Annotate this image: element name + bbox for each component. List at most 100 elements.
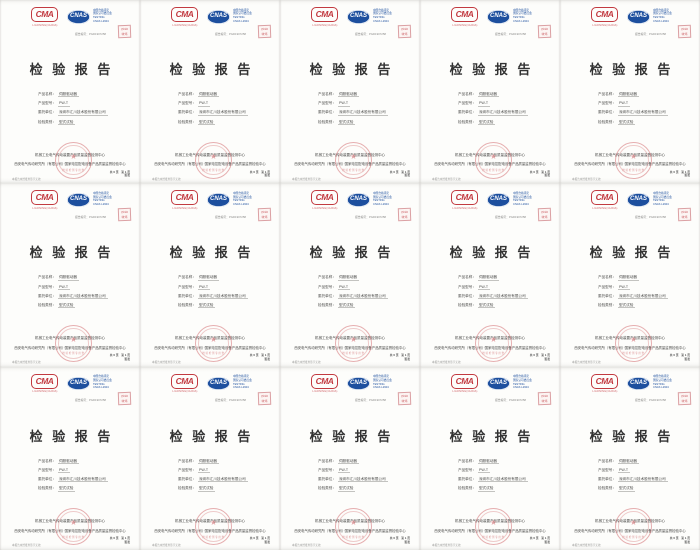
seal-caption: 检验检测专用章	[202, 352, 225, 356]
field-value: PW-T	[337, 467, 351, 474]
cnas-side-line: 中国合格评定	[93, 375, 110, 379]
page-note-right: 共 6 页 第 1 页 签发	[530, 536, 550, 545]
cnas-logo-icon: CNAS	[487, 193, 510, 207]
round-seal-inner-ring	[338, 511, 369, 542]
report-number: 报告编号：PGD1907258	[215, 398, 246, 403]
field-row-product-model: 产品型号： PW-T	[458, 467, 528, 474]
field-label: 委托单位：	[178, 477, 196, 482]
page-note-right: 共 6 页 第 1 页 签发	[529, 169, 550, 179]
cma-logo-icon: CMA	[171, 373, 198, 389]
field-row-client: 委托单位： 深圳市汇川技术股份有限公司	[458, 293, 528, 300]
report-fields: 产品名称： 伺服驱动器 产品型号： PW-T 委托单位： 深圳市汇川技术股份有限公司 …	[318, 458, 388, 497]
cnas-side-line: 中国合格评定	[653, 375, 670, 379]
field-row-product-model: 产品型号： PW-T	[458, 101, 528, 107]
field-label: 产品型号：	[178, 101, 196, 106]
field-label: 委托单位：	[318, 293, 336, 298]
report-number: 报告编号：PGD1907258	[635, 31, 666, 36]
cnas-side-line: CNAS L2904	[373, 202, 389, 206]
report-thumbnail[interactable]: CMA LIAONING(CHINA) CNAS 中国合格评定 国家认可委员会 …	[280, 0, 420, 184]
cnas-accreditation-text: 中国合格评定 国家认可委员会 TESTING CNAS L2904	[653, 192, 672, 207]
field-label: 委托单位：	[318, 110, 336, 115]
issue-note: 签发	[684, 540, 690, 545]
cma-logo-subtext: LIAONING(CHINA)	[592, 206, 618, 210]
report-thumbnail[interactable]: CMA LIAONING(CHINA) CNAS 中国合格评定 国家认可委员会 …	[140, 183, 280, 367]
report-thumbnail[interactable]: CMA LIAONING(CHINA) CNAS 中国合格评定 国家认可委员会 …	[0, 0, 140, 184]
report-title: 检 验 报 告	[589, 62, 674, 77]
field-label: 产品名称：	[38, 92, 56, 96]
cma-logo-subtext: LIAONING(CHINA)	[452, 206, 478, 210]
footer-institute-line-1: 机械工业电气传动装置产品质量监督检测中心	[595, 519, 665, 524]
report-thumbnail[interactable]: CMA LIAONING(CHINA) CNAS 中国合格评定 国家认可委员会 …	[140, 0, 280, 184]
report-thumbnail[interactable]: CMA LIAONING(CHINA) CNAS 中国合格评定 国家认可委员会 …	[0, 183, 140, 367]
footer-institute-line-2: 西安电气传动研究所（有限公司）·国家电控配电设备产品质量监督检验中心	[14, 529, 126, 534]
round-seal-icon: ★ 检验检测专用章	[335, 508, 372, 546]
footer-institute-line-1: 机械工业电气传动装置产品质量监督检测中心	[175, 519, 245, 524]
field-value: 伺服驱动器	[617, 92, 639, 98]
field-value: 伺服驱动器	[197, 458, 219, 465]
field-row-client: 委托单位： 深圳市汇川技术股份有限公司	[38, 293, 108, 300]
report-number: 报告编号：PGD1907258	[75, 31, 106, 36]
report-number: 报告编号：PGD1907258	[355, 31, 386, 36]
report-title: 检 验 报 告	[449, 62, 534, 77]
received-stamp-line: 收讫	[681, 31, 688, 37]
footer-institute-line-2: 西安电气传动研究所（有限公司）·国家电控配电设备产品质量监督检验中心	[434, 345, 546, 350]
field-value: 伺服驱动器	[617, 458, 639, 465]
cnas-side-line: 中国合格评定	[233, 375, 250, 379]
report-thumbnail[interactable]: CMA LIAONING(CHINA) CNAS 中国合格评定 国家认可委员会 …	[280, 183, 420, 367]
field-row-client: 委托单位： 深圳市汇川技术股份有限公司	[598, 293, 668, 300]
cma-logo-subtext: LIAONING(CHINA)	[172, 390, 198, 394]
field-label: 检验类别：	[178, 119, 196, 124]
cnas-side-line: 中国合格评定	[513, 8, 530, 12]
cnas-side-line: 国家认可委员会	[233, 378, 252, 382]
field-label: 产品型号：	[318, 284, 336, 289]
report-number: 报告编号：PGD1907258	[75, 398, 106, 403]
footer-institute-line-2: 西安电气传动研究所（有限公司）·国家电控配电设备产品质量监督检验中心	[434, 162, 546, 167]
page-note-left: 本报告未经批准签字无效	[432, 361, 461, 365]
seal-caption: 检验检测专用章	[482, 169, 505, 172]
report-thumbnail[interactable]: CMA LIAONING(CHINA) CNAS 中国合格评定 国家认可委员会 …	[0, 366, 140, 550]
field-value: PW-T	[477, 284, 491, 290]
received-stamp-line: 收讫	[121, 398, 128, 403]
report-thumbnail[interactable]: CMA LIAONING(CHINA) CNAS 中国合格评定 国家认可委员会 …	[420, 183, 560, 367]
report-thumbnail[interactable]: CMA LIAONING(CHINA) CNAS 中国合格评定 国家认可委员会 …	[560, 0, 700, 184]
field-value: 深圳市汇川技术股份有限公司	[197, 110, 248, 116]
field-row-test-type: 检验类别： 型式试验	[178, 302, 248, 309]
field-value: 伺服驱动器	[57, 458, 79, 465]
report-thumbnail[interactable]: CMA LIAONING(CHINA) CNAS 中国合格评定 国家认可委员会 …	[560, 366, 700, 550]
round-seal-icon: ★ 检验检测专用章	[615, 141, 652, 179]
report-thumbnail[interactable]: CMA LIAONING(CHINA) CNAS 中国合格评定 国家认可委员会 …	[560, 183, 700, 367]
field-row-product-model: 产品型号： PW-T	[178, 284, 248, 290]
round-seal-icon: ★ 检验检测专用章	[335, 141, 372, 179]
page-count-note: 共 6 页 第 1 页	[109, 536, 130, 541]
report-thumbnail[interactable]: CMA LIAONING(CHINA) CNAS 中国合格评定 国家认可委员会 …	[280, 366, 420, 550]
round-seal-icon: ★ 检验检测专用章	[475, 508, 512, 546]
round-seal-inner-ring	[478, 144, 509, 176]
field-row-test-type: 检验类别： 型式试验	[598, 302, 668, 309]
cma-logo-subtext: LIAONING(CHINA)	[312, 206, 338, 210]
cnas-accreditation-text: 中国合格评定 国家认可委员会 TESTING CNAS L2904	[513, 375, 532, 390]
field-row-product-model: 产品型号： PW-T	[458, 284, 528, 290]
round-seal-inner-ring	[618, 328, 649, 359]
report-thumbnail[interactable]: CMA LIAONING(CHINA) CNAS 中国合格评定 国家认可委员会 …	[140, 366, 280, 550]
field-value: 型式试验	[617, 302, 636, 309]
field-row-test-type: 检验类别： 型式试验	[38, 302, 108, 309]
seal-caption: 检验检测专用章	[62, 352, 85, 356]
field-row-client: 委托单位： 深圳市汇川技术股份有限公司	[598, 477, 668, 483]
page-note-right: 共 6 页 第 1 页 签发	[109, 536, 130, 545]
cnas-logo-icon: CNAS	[207, 376, 230, 391]
cnas-side-line: CNAS L2904	[233, 386, 249, 390]
cma-logo-icon: CMA	[451, 7, 478, 22]
footer-institute-line-2: 西安电气传动研究所（有限公司）·国家电控配电设备产品质量监督检验中心	[574, 529, 686, 534]
report-fields: 产品名称： 伺服驱动器 产品型号： PW-T 委托单位： 深圳市汇川技术股份有限公司 …	[458, 275, 528, 313]
report-fields: 产品名称： 伺服驱动器 产品型号： PW-T 委托单位： 深圳市汇川技术股份有限公司 …	[178, 92, 248, 130]
page-count-note: 共 6 页 第 1 页	[529, 169, 550, 174]
report-number: 报告编号：PGD1907258	[495, 398, 526, 403]
footer-institute-line-1: 机械工业电气传动装置产品质量监督检测中心	[315, 519, 385, 524]
report-thumbnail[interactable]: CMA LIAONING(CHINA) CNAS 中国合格评定 国家认可委员会 …	[420, 0, 560, 184]
report-thumbnail[interactable]: CMA LIAONING(CHINA) CNAS 中国合格评定 国家认可委员会 …	[420, 366, 560, 550]
footer-institute-line-2: 西安电气传动研究所（有限公司）·国家电控配电设备产品质量监督检验中心	[154, 345, 266, 350]
cnas-side-line: TESTING	[373, 199, 385, 203]
cma-logo-subtext: LIAONING(CHINA)	[172, 23, 198, 27]
field-label: 委托单位：	[598, 110, 616, 115]
issue-note: 签发	[264, 173, 270, 178]
